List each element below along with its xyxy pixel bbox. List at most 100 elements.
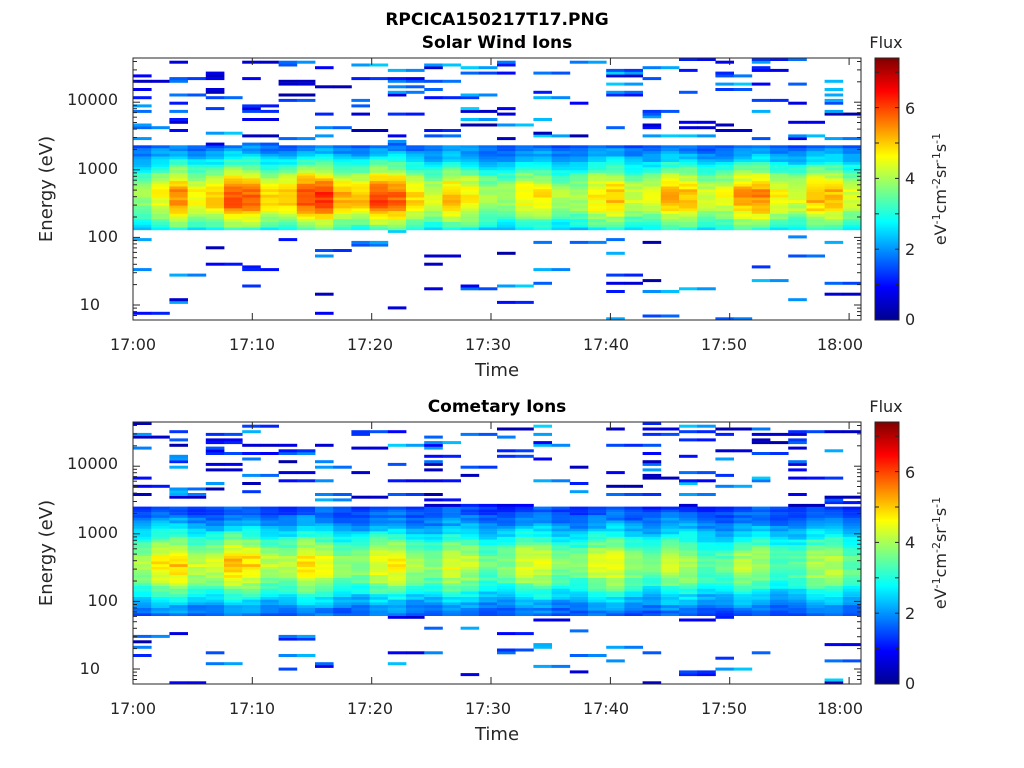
heatmap-cell	[806, 583, 825, 586]
heatmap-cell	[151, 588, 170, 592]
heatmap-cell	[406, 533, 425, 537]
heatmap-cell	[697, 533, 716, 537]
heatmap-cell	[751, 531, 771, 535]
heatmap-cell	[824, 591, 844, 595]
heatmap-cell	[260, 118, 279, 121]
heatmap-cell	[333, 520, 352, 524]
heatmap-cell	[806, 599, 825, 603]
heatmap-cell	[169, 161, 188, 165]
heatmap-cell	[497, 251, 516, 255]
heatmap-cell	[606, 506, 625, 510]
heatmap-cell	[406, 613, 425, 616]
heatmap-cell	[260, 553, 279, 556]
heatmap-cell	[642, 607, 662, 611]
heatmap-cell	[315, 506, 334, 510]
heatmap-cell	[788, 602, 807, 606]
heatmap-cell	[806, 191, 825, 195]
heatmap-cell	[169, 153, 188, 157]
heatmap-cell	[733, 574, 753, 578]
heatmap-cell	[169, 224, 188, 228]
heatmap-cell	[660, 585, 680, 589]
heatmap-cell	[770, 550, 789, 554]
heatmap-cell	[369, 180, 389, 184]
colorbar-tick-label: 6	[905, 99, 915, 118]
heatmap-cell	[497, 153, 516, 157]
heatmap-cell	[187, 561, 207, 565]
heatmap-cell	[806, 604, 825, 608]
heatmap-cell	[369, 610, 389, 614]
heatmap-cell	[515, 300, 534, 304]
heatmap-cell	[351, 558, 370, 562]
heatmap-cell	[278, 514, 298, 518]
heatmap-cell	[424, 156, 443, 160]
heatmap-cell	[806, 514, 825, 518]
heatmap-cell	[624, 169, 643, 173]
heatmap-cell	[278, 210, 298, 214]
heatmap-cell	[788, 58, 807, 61]
y-tick-label: 10	[80, 295, 100, 314]
heatmap-cell	[242, 602, 261, 606]
heatmap-cell	[824, 161, 844, 165]
heatmap-cell	[624, 273, 643, 277]
heatmap-cell	[133, 553, 152, 556]
heatmap-cell	[224, 506, 243, 510]
heatmap-cell	[478, 591, 498, 595]
heatmap-cell	[424, 512, 443, 516]
heatmap-cell	[588, 161, 607, 165]
heatmap-cell	[697, 213, 716, 217]
heatmap-cell	[497, 123, 516, 127]
heatmap-cell	[296, 580, 316, 584]
colorbar-ticks	[875, 71, 899, 321]
heatmap-cell	[751, 210, 771, 214]
heatmap-cell	[751, 583, 771, 586]
heatmap-cell	[497, 63, 516, 67]
heatmap-cell	[478, 167, 498, 171]
heatmap-cell	[387, 533, 407, 537]
heatmap-cell	[606, 659, 625, 663]
heatmap-cell	[187, 547, 207, 551]
heatmap-cell	[315, 596, 334, 600]
heatmap-cell	[806, 221, 825, 225]
heatmap-cell	[224, 194, 243, 198]
heatmap-cell	[788, 514, 807, 518]
heatmap-cell	[151, 613, 170, 616]
heatmap-cell	[660, 161, 680, 165]
heatmap-cell	[588, 569, 607, 573]
heatmap-cell	[515, 610, 534, 614]
heatmap-cell	[406, 547, 425, 551]
heatmap-cell	[660, 156, 680, 160]
heatmap-cell	[442, 574, 461, 578]
heatmap-cell	[296, 227, 316, 231]
heatmap-cell	[642, 150, 662, 154]
heatmap-cell	[224, 197, 243, 201]
heatmap-cell	[478, 583, 498, 586]
heatmap-cell	[806, 208, 825, 212]
heatmap-cell	[260, 208, 279, 212]
heatmap-cell	[478, 186, 498, 190]
heatmap-cell	[715, 186, 734, 190]
heatmap-cell	[260, 180, 279, 184]
heatmap-cell	[679, 670, 698, 674]
heatmap-cell	[679, 471, 698, 475]
heatmap-cell	[205, 572, 225, 576]
heatmap-cell	[151, 555, 170, 559]
heatmap-cell	[733, 208, 753, 212]
heatmap-cell	[133, 96, 152, 100]
heatmap-cell	[788, 599, 807, 603]
heatmap-cell	[624, 150, 643, 154]
heatmap-cell	[278, 63, 298, 67]
heatmap-cell	[569, 561, 589, 565]
heatmap-cell	[424, 202, 443, 206]
heatmap-cell	[715, 553, 734, 556]
heatmap-cell	[588, 240, 607, 244]
heatmap-cell	[315, 189, 334, 192]
heatmap-cell	[715, 607, 734, 611]
heatmap-cell	[278, 583, 298, 586]
heatmap-cell	[387, 525, 407, 529]
heatmap-cell	[224, 523, 243, 526]
heatmap-cell	[169, 553, 188, 556]
heatmap-cell	[660, 509, 680, 513]
heatmap-cell	[133, 634, 152, 638]
heatmap-cell	[133, 123, 152, 127]
heatmap-cell	[205, 432, 225, 436]
